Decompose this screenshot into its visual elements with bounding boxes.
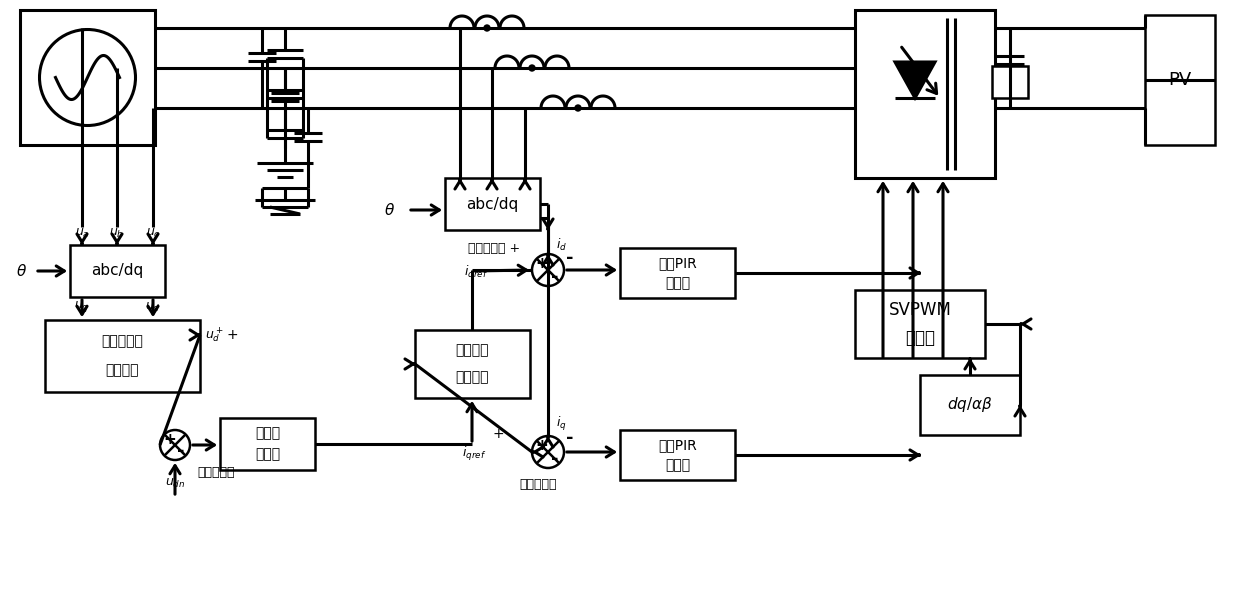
Text: $i_{dref}$: $i_{dref}$ (463, 264, 488, 280)
Circle shape (529, 65, 535, 71)
Text: -: - (177, 442, 185, 460)
Text: $u_{dn}$: $u_{dn}$ (165, 477, 185, 490)
Bar (855, 10, 995, 178)
Text: $u_a$: $u_a$ (74, 227, 89, 240)
Text: $i_d$: $i_d$ (556, 237, 567, 253)
Circle shape (160, 430, 190, 460)
Text: -: - (566, 429, 574, 447)
Text: $u_q$: $u_q$ (74, 300, 89, 315)
Circle shape (532, 254, 564, 286)
Text: $dq$/$\alpha\beta$: $dq$/$\alpha\beta$ (947, 395, 992, 414)
Text: $u_d^+$: $u_d^+$ (204, 325, 223, 344)
Text: 调制器: 调制器 (904, 328, 935, 347)
Text: +: + (227, 328, 238, 342)
Text: -: - (566, 249, 574, 267)
Text: $u_b$: $u_b$ (109, 227, 125, 240)
Polygon shape (895, 62, 935, 98)
Bar (69, 245, 165, 297)
Text: 有功电流: 有功电流 (456, 343, 489, 358)
Text: 控制器: 控制器 (665, 276, 690, 290)
Text: SVPWM: SVPWM (888, 301, 952, 319)
Text: $\theta$: $\theta$ (16, 263, 27, 279)
Text: 第八加法器 +: 第八加法器 + (468, 242, 520, 255)
Text: PV: PV (1168, 71, 1192, 89)
Circle shape (532, 436, 564, 468)
Bar (620, 248, 735, 298)
Bar (415, 330, 530, 398)
Text: -: - (551, 268, 559, 286)
Text: 电压正负序: 电压正负序 (102, 335, 144, 349)
Text: abc/dq: abc/dq (466, 197, 519, 212)
Bar (45, 320, 199, 392)
Bar (855, 290, 985, 358)
Text: 第二PIR: 第二PIR (658, 256, 696, 270)
Text: abc/dq: abc/dq (92, 264, 144, 279)
Text: $i_q$: $i_q$ (556, 415, 566, 433)
Text: 计算单元: 计算单元 (456, 371, 489, 385)
Text: $u_d$: $u_d$ (145, 300, 161, 313)
Bar (1145, 15, 1215, 145)
Text: 控制器: 控制器 (255, 447, 280, 462)
Text: 第一PIR: 第一PIR (658, 438, 696, 452)
Text: 第六加法器: 第六加法器 (197, 466, 234, 480)
Text: 控制器: 控制器 (665, 458, 690, 472)
Text: -: - (551, 450, 559, 468)
Text: +: + (164, 432, 176, 447)
Text: $i_{qref}$: $i_{qref}$ (462, 445, 486, 463)
Text: +: + (535, 438, 549, 453)
Bar (445, 178, 540, 230)
Bar (20, 10, 155, 145)
Text: +: + (535, 257, 549, 271)
Text: +: + (492, 427, 504, 441)
Bar (921, 375, 1020, 435)
Circle shape (484, 25, 489, 31)
Text: 第七加法器: 第七加法器 (519, 477, 556, 490)
Bar (992, 66, 1028, 98)
Bar (221, 418, 315, 470)
Circle shape (575, 105, 581, 111)
Text: 自适应: 自适应 (255, 426, 280, 441)
Text: 分离单元: 分离单元 (105, 364, 139, 377)
Text: $u_c$: $u_c$ (146, 227, 160, 240)
Text: $\theta$: $\theta$ (384, 202, 395, 218)
Bar (620, 430, 735, 480)
